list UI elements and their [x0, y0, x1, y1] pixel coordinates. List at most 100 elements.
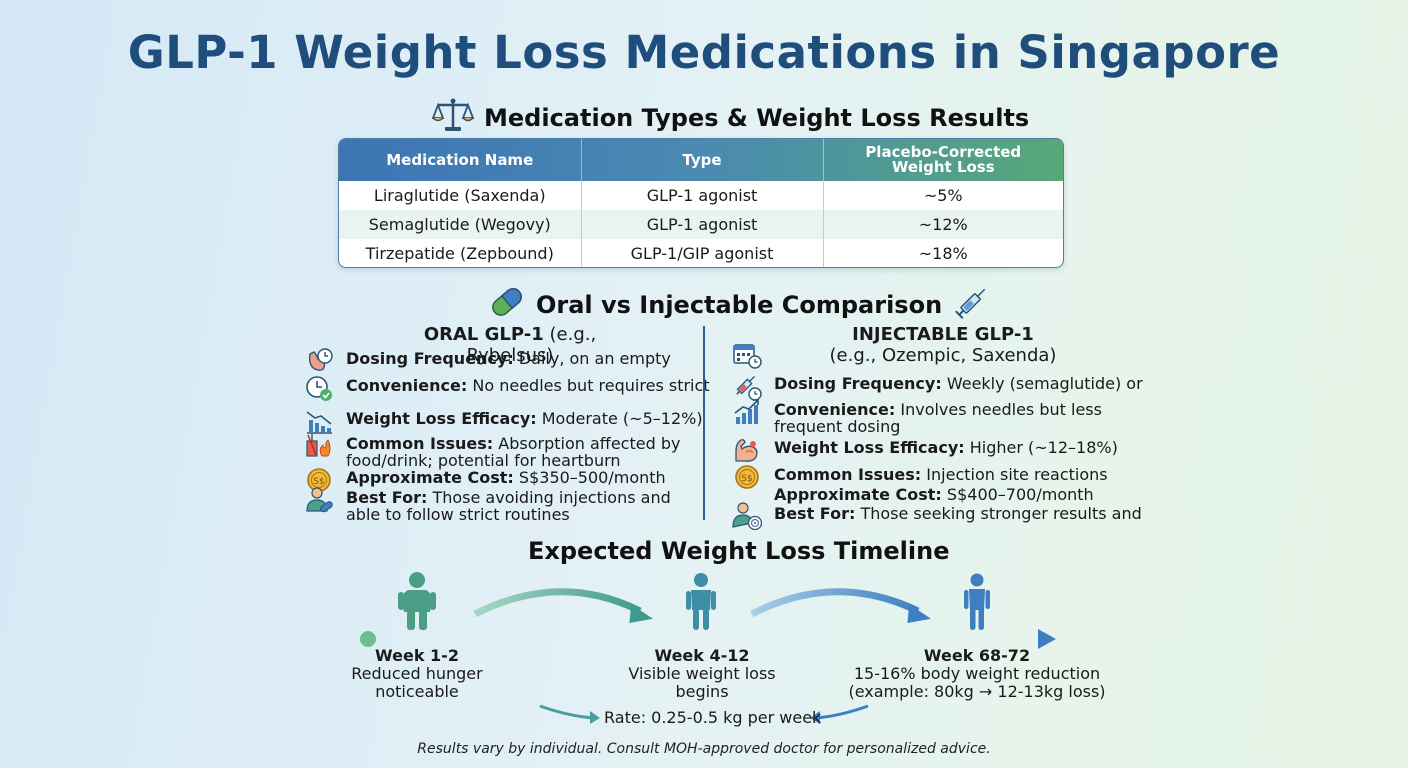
oral-efficacy-value: Moderate (~5–12%)	[541, 409, 703, 428]
medication-name-cell: Tirzepatide (Zepbound)	[339, 239, 582, 267]
timeline-arrowhead	[1038, 629, 1056, 649]
injectable-best-for-item: Best For: Those seeking stronger results…	[732, 502, 1142, 531]
stage-2-line-2: begins	[675, 682, 729, 701]
stage-3-week: Week 68-72	[923, 646, 1031, 665]
injectable-subtitle: (e.g., Ozempic, Saxenda)	[829, 345, 1057, 366]
weight-loss-cell: ~5%	[923, 186, 963, 205]
table-row: Semaglutide (Wegovy) GLP-1 agonist ~12%	[339, 210, 1063, 239]
person-pill-icon	[304, 485, 334, 515]
oral-issues-item: Common Issues: Absorption affected by foo…	[304, 434, 681, 470]
column-header-weight-loss: Placebo-Corrected Weight Loss	[823, 139, 1063, 181]
disclaimer: Results vary by individual. Consult MOH-…	[417, 741, 991, 757]
timeline-graphic	[360, 572, 1056, 724]
oral-cost-item: S$ Approximate Cost: S$350–500/month	[304, 468, 666, 495]
svg-text:S$: S$	[741, 474, 752, 484]
medication-table: Medication Name Type Placebo-Corrected W…	[338, 138, 1064, 268]
oral-subtitle: (e.g., Rybelsus)	[466, 324, 597, 366]
column-header-type: Type	[581, 139, 824, 181]
stomach-clock-icon	[304, 346, 334, 376]
oral-issues-value-2: food/drink; potential for heartburn	[346, 451, 621, 470]
timeline-title: Expected Weight Loss Timeline	[528, 537, 950, 565]
rate-arrowhead-right	[810, 711, 820, 724]
oral-dosing-item: Dosing Frequency: Daily, on an empty	[304, 348, 671, 376]
oral-convenience-value: No needles but requires strict	[472, 376, 710, 395]
progress-arrowhead-1	[629, 604, 654, 623]
injectable-issues-value: Injection site reactions	[926, 465, 1108, 484]
person-target-icon	[732, 501, 763, 531]
injectable-issues-label: Common Issues:	[774, 465, 922, 484]
oral-issues-value: Absorption affected by	[498, 434, 681, 453]
oral-title: ORAL GLP-1	[423, 324, 544, 345]
stage-3-line-2: (example: 80kg → 12-13kg loss)	[848, 682, 1106, 701]
syringe-icon	[952, 282, 992, 328]
injectable-efficacy-label: Weight Loss Efficacy:	[774, 438, 965, 457]
injectable-convenience-label: Convenience:	[774, 400, 896, 419]
progress-arrow-1	[473, 588, 642, 618]
oral-best-for-value-2: able to follow strict routines	[346, 505, 570, 524]
scales-icon	[431, 96, 475, 140]
injectable-dosing-value: Weekly (semaglutide) or	[946, 374, 1143, 393]
injectable-cost-label: Approximate Cost:	[774, 485, 942, 504]
comparison-section-heading: Oral vs Injectable Comparison	[488, 282, 992, 328]
oral-best-for-item: Best For: Those avoiding injections and a…	[304, 487, 671, 524]
weight-loss-cell: ~12%	[918, 215, 968, 234]
weight-loss-header-text: Placebo-Corrected Weight Loss	[865, 143, 1022, 176]
oral-column-heading: ORAL GLP-1 (e.g., Rybelsus)	[380, 324, 640, 366]
timeline-stage-2: Week 4-12 Visible weight loss begins	[602, 647, 802, 701]
oral-best-for-label: Best For:	[346, 488, 428, 507]
weight-loss-rate: Rate: 0.25-0.5 kg per week	[604, 708, 822, 727]
oral-cost-value: S$350–500/month	[518, 468, 666, 487]
progress-arrow-2	[750, 588, 920, 618]
calendar-clock-icon	[732, 340, 762, 370]
medication-section-title: Medication Types & Weight Loss Results	[484, 104, 1030, 132]
injectable-convenience-value: Involves needles but less	[900, 400, 1102, 419]
svg-text:S$: S$	[313, 477, 324, 487]
stage-2-week: Week 4-12	[654, 646, 750, 665]
muscle-arm-icon	[732, 435, 762, 465]
oral-best-for-value: Those avoiding injections and	[432, 488, 671, 507]
injectable-efficacy-value: Higher (~12–18%)	[969, 438, 1118, 457]
person-large-icon	[398, 572, 436, 630]
oral-dosing-value: Daily, on an empty	[518, 349, 671, 368]
medication-type-cell: GLP-1 agonist	[581, 181, 824, 210]
rate-arrow-left	[539, 704, 595, 720]
injectable-title: INJECTABLE GLP-1	[852, 324, 1034, 345]
medication-type-cell: GLP-1/GIP agonist	[581, 239, 824, 267]
person-slim-icon	[964, 573, 990, 630]
pill-icon	[488, 284, 526, 326]
injectable-cost-value: S$400–700/month	[946, 485, 1094, 504]
oral-efficacy-item: Weight Loss Efficacy: Moderate (~5–12%)	[304, 410, 703, 436]
progress-arrowhead-2	[907, 604, 932, 623]
injectable-best-for-label: Best For:	[774, 504, 856, 523]
coin-icon: S$	[732, 462, 762, 492]
injectable-best-for-value: Those seeking stronger results and	[860, 504, 1142, 523]
weight-loss-cell: ~18%	[918, 244, 968, 263]
timeline-heading: Expected Weight Loss Timeline	[528, 537, 949, 565]
timeline-stage-3: Week 68-72 15-16% body weight reduction …	[842, 647, 1112, 701]
injectable-dosing-item: Dosing Frequency: Weekly (semaglutide) o…	[732, 375, 1143, 401]
medication-name-cell: Semaglutide (Wegovy)	[339, 210, 582, 239]
chart-up-icon	[732, 397, 762, 427]
injectable-column-heading: INJECTABLE GLP-1 (e.g., Ozempic, Saxenda…	[812, 324, 1074, 366]
comparison-section-title: Oral vs Injectable Comparison	[536, 291, 943, 319]
stage-3-line-1: 15-16% body weight reduction	[853, 664, 1101, 683]
stage-1-week: Week 1-2	[375, 646, 459, 665]
food-drink-icon	[304, 431, 334, 461]
stage-1-line-2: noticeable	[375, 682, 459, 701]
rate-arrow-right	[815, 704, 869, 720]
column-header-medication: Medication Name	[339, 139, 582, 181]
timeline-stage-1: Week 1-2 Reduced hunger noticeable	[317, 647, 517, 701]
table-row: Tirzepatide (Zepbound) GLP-1/GIP agonist…	[339, 239, 1063, 267]
injectable-convenience-value-2: frequent dosing	[774, 417, 901, 436]
oral-dosing-label: Dosing Frequency:	[346, 349, 514, 368]
oral-issues-label: Common Issues:	[346, 434, 494, 453]
injectable-efficacy-item: Weight Loss Efficacy: Higher (~12–18%)	[732, 439, 1118, 465]
oral-efficacy-label: Weight Loss Efficacy:	[346, 409, 537, 428]
table-row: Liraglutide (Saxenda) GLP-1 agonist ~5%	[339, 181, 1063, 210]
injectable-calendar-item	[732, 344, 774, 370]
stage-2-line-1: Visible weight loss	[628, 664, 776, 683]
chart-down-icon	[304, 406, 334, 436]
injectable-cost-item: Approximate Cost: S$400–700/month	[732, 486, 1094, 512]
person-medium-icon	[686, 573, 716, 630]
oral-cost-label: Approximate Cost:	[346, 468, 514, 487]
